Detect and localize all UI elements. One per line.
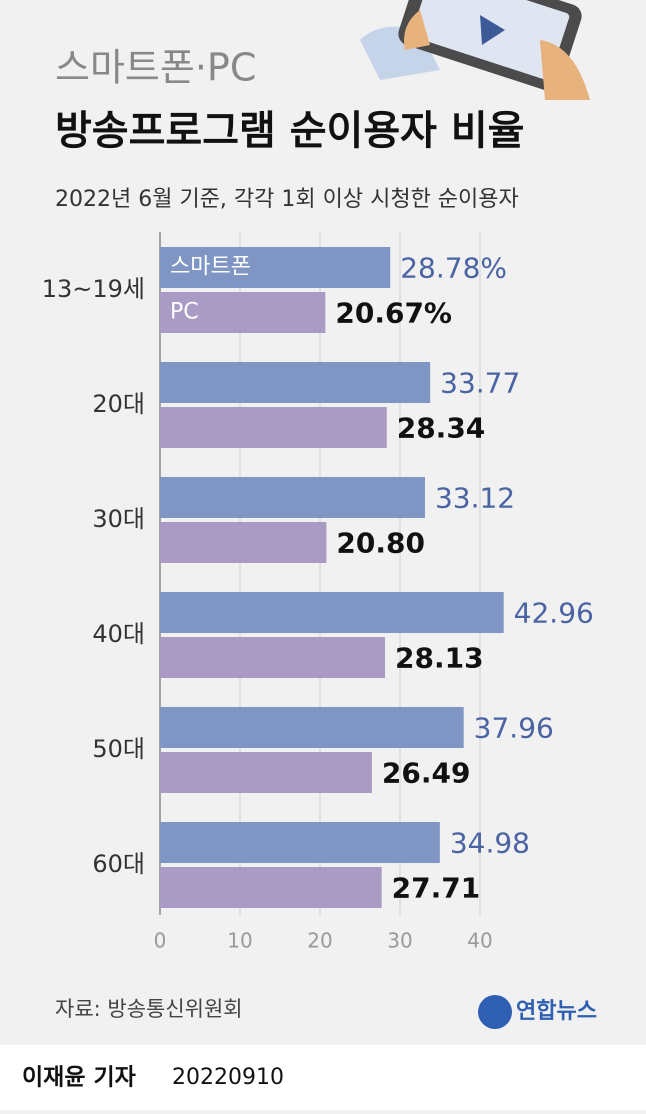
value-label: 28.34 bbox=[397, 412, 486, 445]
y-tick-label: 40대 bbox=[92, 620, 145, 648]
x-tick-label: 40 bbox=[467, 929, 492, 953]
value-label: 20.67% bbox=[335, 297, 452, 330]
y-tick-label: 20대 bbox=[92, 390, 145, 418]
bar bbox=[160, 247, 391, 288]
value-label: 20.80 bbox=[336, 527, 425, 560]
bar bbox=[160, 822, 440, 863]
x-tick-label: 30 bbox=[387, 929, 412, 953]
legend-label: PC bbox=[170, 300, 199, 325]
bar bbox=[160, 752, 372, 793]
value-label: 34.98 bbox=[450, 827, 530, 860]
value-label: 33.77 bbox=[440, 367, 520, 400]
value-label: 28.13 bbox=[395, 642, 484, 675]
y-tick-label: 13~19세 bbox=[42, 275, 145, 303]
y-tick-label: 60대 bbox=[92, 850, 145, 878]
pretitle: 스마트폰·PC bbox=[55, 46, 256, 90]
bar bbox=[160, 362, 431, 403]
chart-title: 방송프로그램 순이용자 비율 bbox=[55, 108, 524, 154]
y-tick-label: 30대 bbox=[92, 505, 145, 533]
legend-label: 스마트폰 bbox=[170, 255, 251, 280]
y-tick-label: 50대 bbox=[92, 735, 145, 763]
subtitle: 2022년 6월 기준, 각각 1회 이상 시청한 순이용자 bbox=[55, 187, 519, 212]
bar bbox=[160, 477, 425, 518]
value-label: 26.49 bbox=[382, 757, 471, 790]
value-label: 27.71 bbox=[392, 872, 481, 905]
value-label: 33.12 bbox=[435, 482, 515, 515]
bar bbox=[160, 707, 464, 748]
bar bbox=[160, 292, 326, 333]
x-tick-label: 0 bbox=[154, 929, 167, 953]
footer-band bbox=[0, 1045, 646, 1110]
x-tick-label: 20 bbox=[307, 929, 332, 953]
bar bbox=[160, 637, 386, 678]
value-label: 42.96 bbox=[514, 597, 594, 630]
value-label: 37.96 bbox=[474, 712, 554, 745]
source: 자료: 방송통신위원회 bbox=[55, 997, 243, 1021]
illustration bbox=[360, 0, 590, 100]
value-label: 28.78% bbox=[400, 252, 507, 285]
logo-icon bbox=[478, 995, 512, 1029]
bar bbox=[160, 867, 382, 908]
bar bbox=[160, 522, 327, 563]
logo: 연합뉴스 bbox=[516, 998, 597, 1024]
date: 20220910 bbox=[172, 1065, 284, 1090]
bar bbox=[160, 407, 387, 448]
bar bbox=[160, 592, 504, 633]
x-tick-label: 10 bbox=[227, 929, 252, 953]
byline: 이재윤 기자 bbox=[22, 1065, 136, 1091]
